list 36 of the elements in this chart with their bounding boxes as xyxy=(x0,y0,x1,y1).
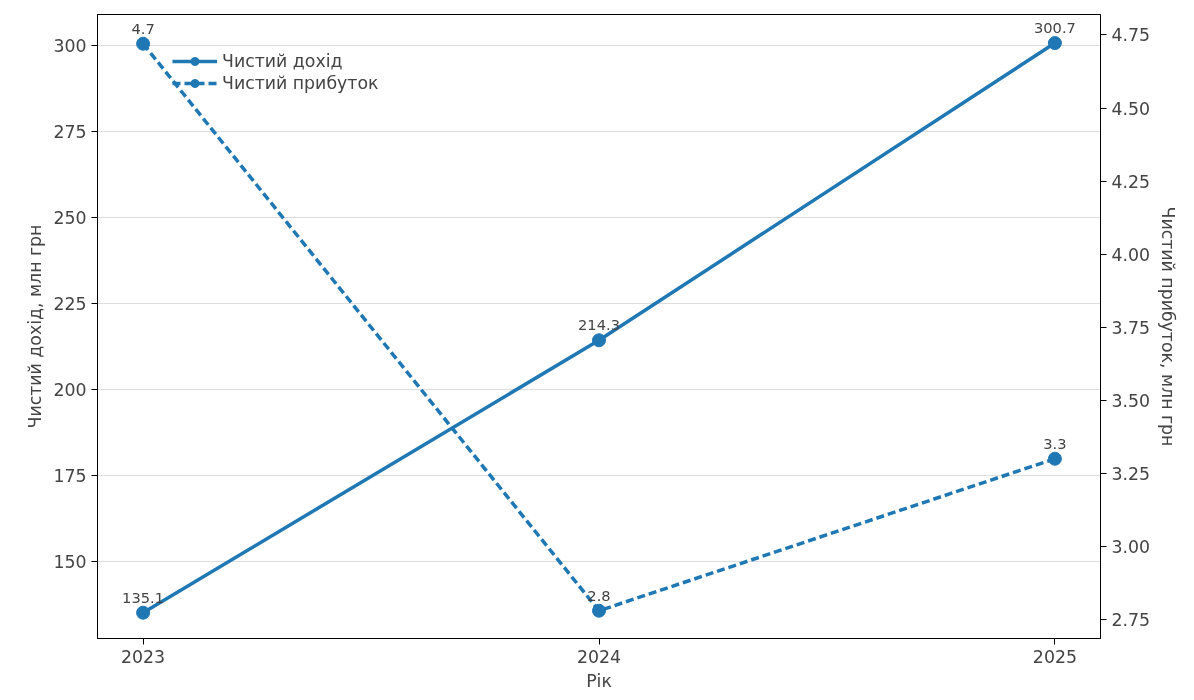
y2-tick-label: 4.50 xyxy=(1111,98,1151,119)
point xyxy=(592,333,606,348)
point xyxy=(1047,451,1062,466)
y-tick-label: 275 xyxy=(53,121,87,142)
data-label: 135.1 xyxy=(122,588,165,606)
y2-tick-label: 3.75 xyxy=(1111,317,1151,338)
x-tick-label: 2023 xyxy=(121,646,166,667)
point xyxy=(136,605,151,620)
x-tick-label: 2024 xyxy=(576,646,622,667)
point xyxy=(136,36,151,51)
x-tick-label: 2025 xyxy=(1032,646,1077,667)
y-tick-label: 225 xyxy=(53,293,87,314)
y-tick-label: 175 xyxy=(53,465,87,486)
y-tick-label: 200 xyxy=(53,379,87,400)
y2-tick-label: 3.25 xyxy=(1111,463,1151,484)
data-label: 2.8 xyxy=(587,586,611,604)
y2-tick-label: 4.75 xyxy=(1111,25,1151,46)
y2-tick-label: 4.00 xyxy=(1111,244,1151,265)
data-label: 3.3 xyxy=(1043,434,1067,452)
y2-tick-label: 4.25 xyxy=(1111,171,1151,192)
data-label: 4.7 xyxy=(131,19,155,37)
y2-tick-label: 3.00 xyxy=(1111,536,1151,557)
y-axis-title: Чистий дохід, млн грн xyxy=(25,224,46,429)
data-label: 214.3 xyxy=(578,316,620,334)
legend-label: Чистий прибуток xyxy=(222,73,379,93)
y-tick-label: 250 xyxy=(53,207,87,228)
y-tick-label: 150 xyxy=(53,551,87,572)
point xyxy=(1047,36,1062,51)
legend-label: Чистий дохід xyxy=(222,51,343,71)
data-label: 300.7 xyxy=(1033,19,1076,37)
y2-tick-label: 2.75 xyxy=(1111,610,1151,630)
y2-tick-label: 3.50 xyxy=(1111,390,1151,411)
y-tick-label: 300 xyxy=(53,35,87,56)
y2-axis-title: Чистий прибуток, млн грн xyxy=(1158,206,1179,447)
point xyxy=(592,603,606,618)
x-axis-title: Рік xyxy=(586,670,612,691)
